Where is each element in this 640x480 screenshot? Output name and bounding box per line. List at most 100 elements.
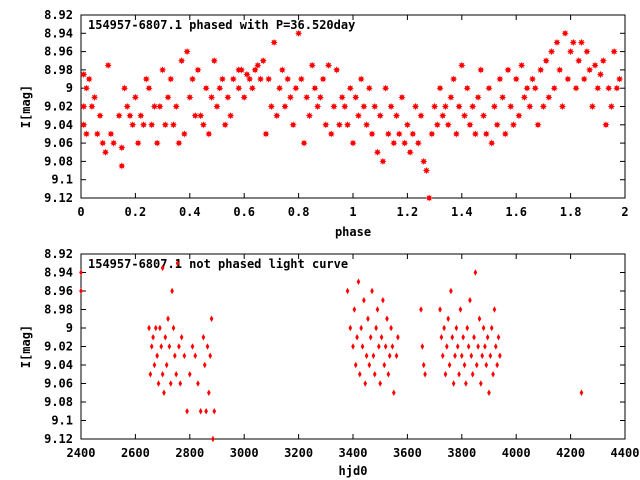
x-tick-label: 3000 [230, 446, 259, 460]
data-point [372, 371, 377, 378]
data-point [586, 66, 594, 74]
data-point [580, 75, 588, 83]
data-point [197, 112, 205, 120]
data-point [411, 102, 420, 111]
data-point [449, 287, 453, 295]
data-point [545, 93, 553, 101]
data-point [382, 84, 390, 92]
data-point [190, 343, 195, 350]
data-point [464, 380, 468, 387]
data-point [371, 352, 376, 359]
data-point [466, 343, 471, 350]
data-point [355, 334, 359, 341]
data-point [286, 93, 295, 101]
data-point [387, 102, 395, 111]
data-point [462, 361, 467, 369]
y-tick-label: 9.1 [51, 173, 73, 187]
y-tick-label: 9.08 [44, 395, 73, 409]
unphased-light-curve-panel: 2400 2600 2800 3000 3200 3400 3600 3800 4000 4200… [19, 247, 639, 478]
data-point [480, 352, 485, 359]
y-tick-label: 9.06 [44, 377, 73, 391]
y-tick-label: 9.04 [44, 358, 73, 372]
data-point [553, 38, 561, 47]
data-point [224, 93, 232, 101]
data-point [476, 343, 480, 350]
data-point [160, 371, 165, 378]
data-point [425, 194, 433, 202]
data-point [607, 102, 615, 111]
data-point [356, 278, 361, 285]
data-point [371, 102, 379, 111]
data-point [79, 269, 83, 276]
data-point [495, 361, 499, 369]
data-point [167, 75, 175, 83]
data-point [489, 324, 494, 332]
x-tick-label: 1 [349, 205, 356, 219]
data-point [493, 343, 498, 350]
data-point [185, 408, 189, 415]
data-point [246, 75, 254, 83]
data-point [365, 84, 373, 92]
data-point [145, 84, 153, 92]
data-point [359, 324, 363, 332]
data-point [204, 408, 208, 415]
data-point [459, 352, 464, 359]
data-point [395, 130, 403, 138]
data-point [468, 297, 472, 304]
data-point [465, 324, 470, 332]
data-point [243, 70, 251, 79]
data-point [91, 93, 99, 101]
data-point [172, 102, 180, 111]
data-point [360, 343, 365, 350]
data-point [160, 264, 165, 272]
data-point [450, 334, 455, 341]
x-tick-label: 0.8 [288, 205, 310, 219]
data-point [382, 361, 387, 369]
data-point [387, 352, 392, 359]
data-point [469, 352, 474, 359]
data-point [445, 343, 449, 350]
data-point [164, 93, 172, 101]
data-point [118, 162, 126, 170]
data-point [314, 102, 322, 111]
data-point [171, 324, 176, 332]
data-point [211, 435, 215, 443]
data-point [237, 66, 246, 74]
data-point [324, 61, 333, 69]
data-point [88, 102, 96, 111]
data-point [297, 75, 305, 83]
data-point [335, 121, 343, 129]
data-point [205, 343, 210, 350]
data-point [311, 84, 319, 92]
x-tick-label: 1.6 [505, 205, 527, 219]
data-point [240, 93, 248, 101]
y-tick-label: 8.96 [44, 284, 73, 298]
y-axis-label: I[mag] [19, 325, 33, 368]
data-point [493, 121, 501, 129]
data-point [159, 66, 167, 74]
data-point [466, 121, 474, 129]
data-point [209, 315, 214, 322]
data-point [354, 112, 363, 120]
data-point [379, 334, 384, 341]
data-point [162, 389, 166, 396]
data-point [79, 287, 83, 295]
data-point [501, 130, 509, 138]
data-point [316, 93, 324, 101]
data-point [360, 102, 368, 111]
x-tick-label: 4200 [556, 446, 585, 460]
y-tick-label: 9.02 [44, 340, 73, 354]
data-point [159, 343, 164, 350]
data-point [558, 102, 567, 111]
data-point [115, 112, 123, 120]
data-point [419, 306, 423, 313]
data-point [431, 102, 439, 111]
data-point [406, 148, 414, 156]
data-point [504, 66, 512, 74]
y-tick-label: 8.92 [44, 247, 73, 261]
data-point [613, 84, 621, 92]
data-point [469, 102, 477, 111]
data-point [284, 75, 292, 83]
data-point [384, 130, 392, 138]
